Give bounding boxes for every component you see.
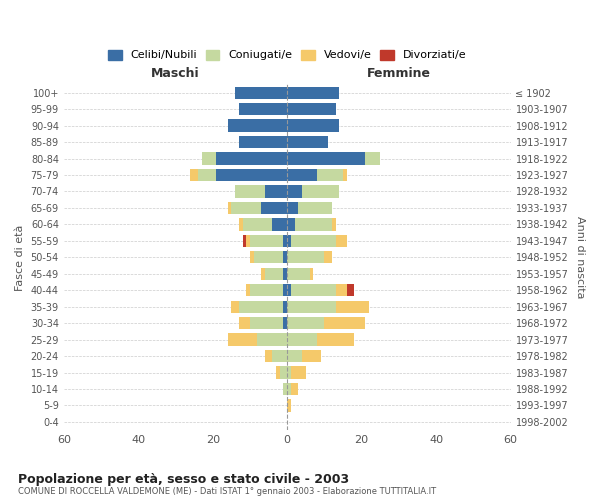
Bar [310,268,313,280]
Bar [317,169,343,181]
Bar [250,284,283,296]
Bar [298,202,332,214]
Bar [317,334,354,346]
Bar [232,202,261,214]
Bar [287,169,317,181]
Bar [343,169,347,181]
Bar [287,186,302,198]
Bar [198,169,217,181]
Bar [287,300,335,313]
Bar [239,218,242,230]
Text: Popolazione per età, sesso e stato civile - 2003: Popolazione per età, sesso e stato civil… [18,472,349,486]
Bar [190,169,198,181]
Bar [291,383,298,395]
Bar [276,366,280,378]
Bar [232,300,239,313]
Text: Femmine: Femmine [367,66,431,80]
Bar [227,120,287,132]
Bar [261,202,287,214]
Text: COMUNE DI ROCCELLA VALDEMONE (ME) - Dati ISTAT 1° gennaio 2003 - Elaborazione TU: COMUNE DI ROCCELLA VALDEMONE (ME) - Dati… [18,488,436,496]
Bar [272,218,287,230]
Bar [272,350,287,362]
Bar [287,334,317,346]
Bar [287,120,340,132]
Bar [283,383,287,395]
Bar [325,251,332,264]
Bar [302,350,321,362]
Bar [335,284,347,296]
Bar [287,400,291,411]
Bar [287,284,291,296]
Bar [283,317,287,330]
Bar [283,234,287,247]
Bar [202,152,217,164]
Bar [265,268,283,280]
Legend: Celibi/Nubili, Coniugati/e, Vedovi/e, Divorziati/e: Celibi/Nubili, Coniugati/e, Vedovi/e, Di… [104,45,470,65]
Bar [239,300,283,313]
Bar [335,300,369,313]
Bar [242,218,272,230]
Bar [257,334,287,346]
Bar [302,186,340,198]
Y-axis label: Fasce di età: Fasce di età [15,224,25,290]
Bar [265,350,272,362]
Bar [265,186,287,198]
Bar [287,366,291,378]
Bar [347,284,354,296]
Bar [291,234,335,247]
Bar [291,366,306,378]
Bar [250,234,283,247]
Bar [325,317,365,330]
Bar [287,251,325,264]
Bar [250,251,254,264]
Bar [365,152,380,164]
Bar [254,251,283,264]
Bar [287,317,325,330]
Bar [335,234,347,247]
Bar [283,300,287,313]
Bar [246,234,250,247]
Bar [283,268,287,280]
Bar [287,103,335,116]
Bar [287,383,291,395]
Bar [217,152,287,164]
Bar [287,86,340,99]
Bar [235,86,287,99]
Bar [250,317,283,330]
Text: Maschi: Maschi [151,66,200,80]
Bar [239,136,287,148]
Bar [287,202,298,214]
Bar [239,317,250,330]
Bar [287,152,365,164]
Bar [287,268,310,280]
Bar [246,284,250,296]
Bar [332,218,335,230]
Bar [287,218,295,230]
Bar [283,251,287,264]
Bar [227,202,232,214]
Bar [283,284,287,296]
Bar [239,103,287,116]
Bar [295,218,332,230]
Y-axis label: Anni di nascita: Anni di nascita [575,216,585,298]
Bar [287,234,291,247]
Bar [287,136,328,148]
Bar [261,268,265,280]
Bar [242,234,246,247]
Bar [235,186,265,198]
Bar [287,350,302,362]
Bar [291,284,335,296]
Bar [217,169,287,181]
Bar [227,334,257,346]
Bar [280,366,287,378]
